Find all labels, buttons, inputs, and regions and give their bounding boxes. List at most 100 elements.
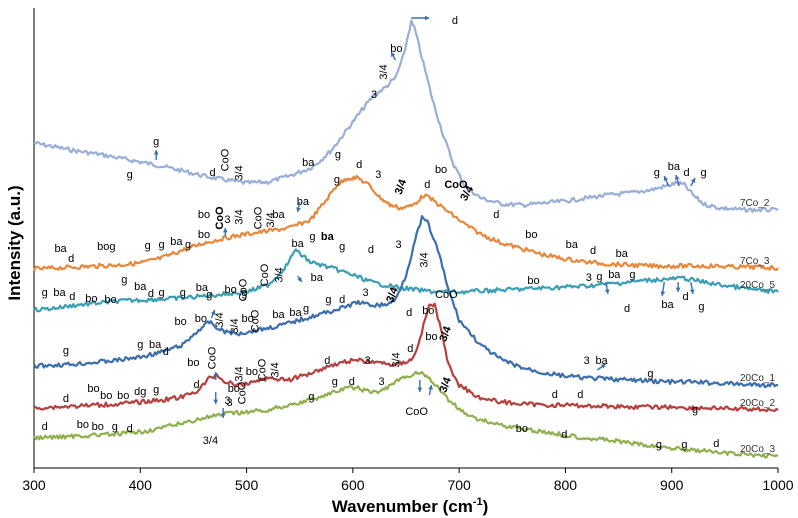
peak-annotation: g	[339, 241, 345, 253]
annotation-arrowhead	[213, 372, 219, 377]
annotation-arrowhead	[600, 364, 606, 369]
peak-annotation: g	[127, 169, 133, 181]
x-tick-label: 900	[660, 477, 684, 493]
peak-annotation: g	[180, 287, 186, 299]
x-tick-label: 700	[447, 477, 471, 493]
peak-annotation: g	[692, 404, 698, 416]
x-axis-ticks: 300 400 500 600 700 800 900 1000	[22, 468, 794, 493]
peak-annotation: ba	[170, 236, 183, 248]
peak-annotation: CoO	[214, 206, 226, 230]
peak-annotation: 3	[224, 214, 230, 226]
peak-annotation: g	[335, 149, 341, 161]
peak-annotation: 3	[375, 169, 381, 181]
peak-annotation: d	[339, 294, 345, 306]
peak-annotation: d	[68, 253, 74, 265]
peak-annotation: bo	[198, 209, 210, 221]
peak-annotation: 3/4	[229, 318, 241, 333]
peak-annotation: g	[121, 274, 127, 286]
peak-annotation: 3	[363, 287, 369, 299]
peak-annotation: g	[241, 287, 247, 299]
peak-annotation: d	[209, 167, 215, 179]
peak-annotation: bo	[100, 390, 112, 402]
plot-frame	[33, 8, 778, 469]
peak-annotation: g	[185, 239, 191, 251]
peak-annotation: g	[334, 174, 340, 186]
peak-annotation: 3	[227, 397, 233, 409]
series-name-label: 7Co_3	[740, 256, 770, 267]
peak-annotation: ba	[302, 157, 315, 169]
peak-annotation: g	[701, 167, 707, 179]
peak-annotation: d	[424, 179, 430, 191]
peak-annotation: ba	[608, 269, 621, 281]
peak-annotation: g	[681, 439, 687, 451]
peak-annotation: d	[561, 429, 567, 441]
peak-annotation: bo	[246, 366, 258, 378]
annotation-arrowhead	[296, 207, 301, 212]
peak-annotation: bo	[242, 313, 254, 325]
peak-annotation: g	[153, 136, 159, 148]
peak-annotation: d	[682, 291, 688, 303]
peak-annotation: bog	[97, 241, 115, 253]
peak-annotation: d	[148, 288, 154, 300]
peak-annotation: g	[158, 239, 164, 251]
peak-annotation: g	[647, 368, 653, 380]
series-line-7co-3	[32, 174, 779, 272]
annotation-arrowhead	[297, 277, 302, 282]
peak-annotation: ba	[616, 248, 629, 260]
peak-annotation: ba	[668, 161, 681, 173]
x-tick-label: 400	[129, 477, 153, 493]
peak-annotation: bo	[390, 43, 402, 55]
peak-annotation: 3/4	[269, 362, 281, 377]
series-layer	[32, 19, 779, 459]
peak-annotation: ba	[134, 281, 147, 293]
peak-annotation: d	[69, 291, 75, 303]
peak-annotation: 3/4	[437, 324, 454, 343]
series-line-7co-2	[33, 19, 779, 214]
peak-annotation: g	[656, 439, 662, 451]
annotation-arrowhead	[222, 228, 228, 233]
annotation-arrowhead	[690, 178, 696, 183]
peak-annotation: CoO	[220, 148, 232, 171]
peak-annotation: g	[206, 289, 212, 301]
peak-annotation: bo	[516, 423, 528, 435]
peak-annotation: d	[552, 389, 558, 401]
peak-annotation: 3	[224, 395, 230, 407]
annotation-arrowhead	[391, 52, 396, 57]
peak-annotation: d	[349, 376, 355, 388]
peak-annotation: d	[163, 346, 169, 358]
peak-annotation: 3/4	[233, 209, 245, 224]
peak-annotation: ba	[272, 309, 285, 321]
peak-annotation: 3/4	[214, 312, 226, 327]
peak-annotation: ba	[289, 307, 302, 319]
peak-annotation: ba	[53, 287, 66, 299]
x-tick-label: 800	[554, 477, 578, 493]
peak-annotation: d	[324, 355, 330, 367]
peak-annotation: d	[452, 15, 458, 27]
peak-annotation: ba	[291, 238, 304, 250]
peak-annotation: ba	[54, 243, 67, 255]
peak-annotation: dg	[134, 386, 146, 398]
peak-annotation: 3/4	[378, 64, 390, 79]
peak-annotation: g	[629, 269, 635, 281]
peak-annotation: bo	[117, 390, 129, 402]
peak-annotation: bo	[527, 275, 539, 287]
peak-annotation: d	[407, 343, 413, 355]
peak-annotation: CoO	[435, 289, 458, 301]
peak-annotation: bo	[425, 331, 437, 343]
peak-annotation: CoO	[238, 278, 250, 301]
annotation-arrowhead	[428, 385, 433, 390]
peak-annotation: bo	[422, 305, 434, 317]
series-name-label: 7Co_2	[740, 198, 770, 209]
peak-annotation: g	[63, 345, 69, 357]
series-name-label: 20Co_1	[740, 373, 775, 384]
peak-annotation: g	[308, 391, 314, 403]
peak-annotation: 3/4	[203, 435, 218, 447]
peak-annotation: g	[698, 301, 704, 313]
series-line-20co-1	[33, 215, 779, 389]
peak-annotation: bo	[435, 164, 447, 176]
peak-annotation: d	[577, 389, 583, 401]
peak-annotation: d	[713, 438, 719, 450]
peak-annotation: d	[368, 244, 374, 256]
